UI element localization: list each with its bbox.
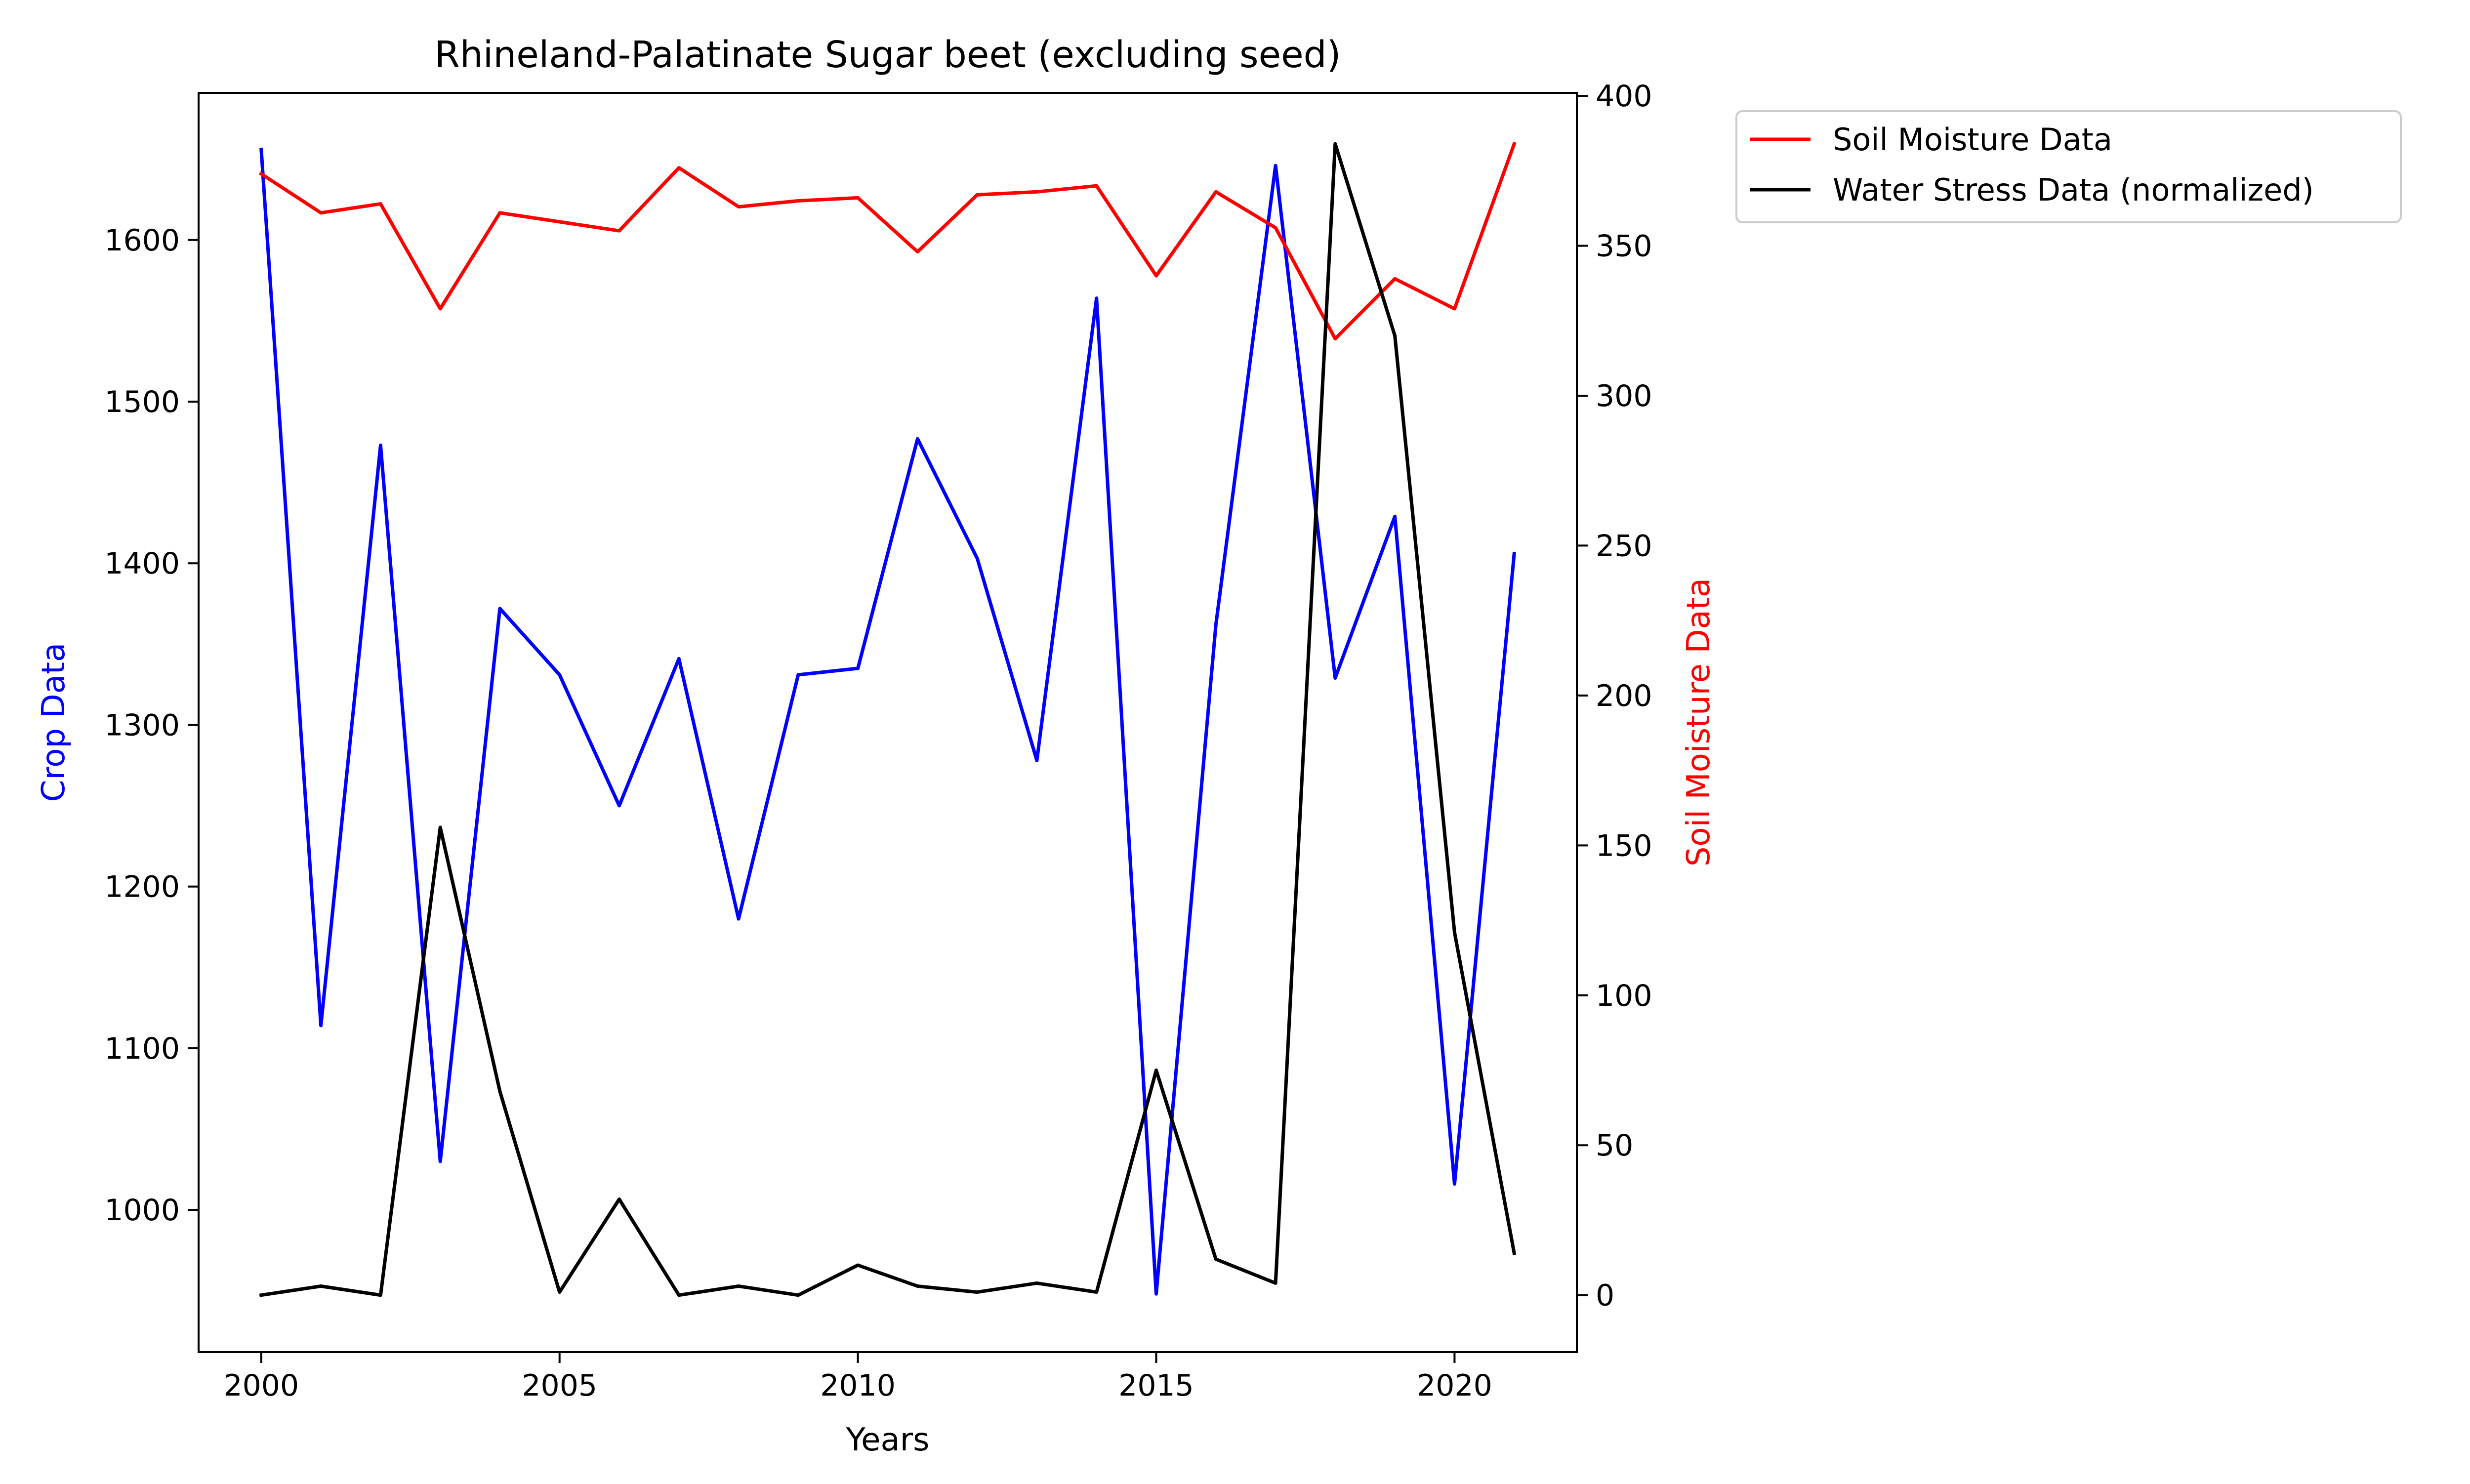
series-line-stress <box>259 142 1517 1297</box>
y-right-tick-label: 350 <box>1596 229 1652 264</box>
y-right-tick-label: 300 <box>1596 379 1652 413</box>
plot-frame <box>198 92 1578 1353</box>
y-right-tick-label: 0 <box>1596 1278 1614 1313</box>
x-tick-label: 2010 <box>820 1368 896 1403</box>
series-line-soil <box>258 141 1517 341</box>
x-tick-label: 2020 <box>1417 1368 1492 1403</box>
y-right-tick-label: 150 <box>1596 828 1652 863</box>
legend: Soil Moisture Data Water Stress Data (nor… <box>1735 110 2402 223</box>
series-line-crop <box>259 147 1517 1296</box>
y-left-tick-label: 1300 <box>104 708 180 742</box>
y-left-tick-label: 1000 <box>104 1193 180 1228</box>
legend-box <box>1735 110 2402 223</box>
y-axis-left-label: Crop Data <box>36 643 72 802</box>
y-right-tick-label: 400 <box>1596 79 1652 114</box>
y-right-tick-label: 250 <box>1596 529 1652 563</box>
x-tick-label: 2015 <box>1118 1368 1194 1403</box>
x-tick-label: 2005 <box>522 1368 597 1403</box>
y-right-tick-label: 200 <box>1596 679 1652 713</box>
y-right-tick-label: 50 <box>1596 1128 1633 1163</box>
legend-label-stress: Water Stress Data (normalized) <box>1833 172 2314 208</box>
y-axis-right: 0 50 100 150 200 250 300 350 400 <box>1577 79 1652 1313</box>
y-left-tick-label: 1600 <box>104 223 180 258</box>
y-left-tick-label: 1400 <box>104 546 180 581</box>
y-left-tick-label: 1200 <box>104 870 180 905</box>
y-axis-left: 1000 1100 1200 1300 1400 1500 1600 <box>104 223 199 1228</box>
x-tick-label: 2000 <box>223 1368 299 1403</box>
y-right-tick-label: 100 <box>1596 979 1652 1013</box>
y-left-tick-label: 1100 <box>104 1031 180 1066</box>
x-axis-label: Years <box>846 1422 930 1458</box>
y-left-tick-label: 1500 <box>104 385 180 419</box>
chart-title: Rhineland-Palatinate Sugar beet (excludi… <box>434 34 1341 76</box>
x-axis: 2000 2005 2010 2015 2020 <box>223 1352 1492 1403</box>
legend-label-soil: Soil Moisture Data <box>1833 122 2112 158</box>
series-lines <box>258 141 1517 1297</box>
y-axis-right-label: Soil Moisture Data <box>1681 578 1717 866</box>
